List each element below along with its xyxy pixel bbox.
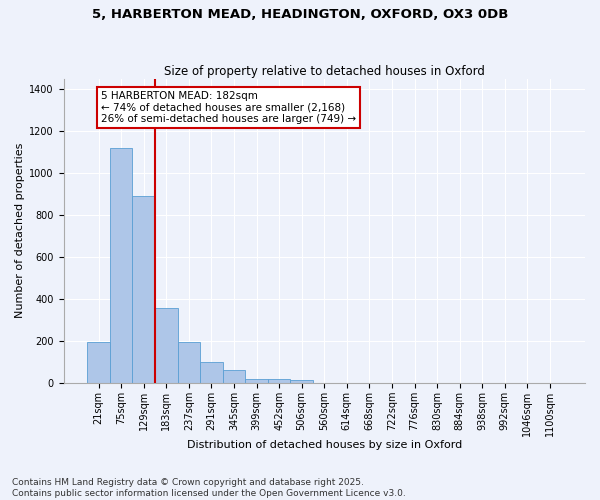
Bar bbox=[268, 379, 290, 383]
Bar bbox=[290, 380, 313, 383]
Text: 5 HARBERTON MEAD: 182sqm
← 74% of detached houses are smaller (2,168)
26% of sem: 5 HARBERTON MEAD: 182sqm ← 74% of detach… bbox=[101, 91, 356, 124]
X-axis label: Distribution of detached houses by size in Oxford: Distribution of detached houses by size … bbox=[187, 440, 462, 450]
Bar bbox=[245, 378, 268, 383]
Bar bbox=[87, 342, 110, 383]
Bar bbox=[133, 196, 155, 383]
Title: Size of property relative to detached houses in Oxford: Size of property relative to detached ho… bbox=[164, 66, 485, 78]
Text: Contains HM Land Registry data © Crown copyright and database right 2025.
Contai: Contains HM Land Registry data © Crown c… bbox=[12, 478, 406, 498]
Bar bbox=[178, 342, 200, 383]
Y-axis label: Number of detached properties: Number of detached properties bbox=[15, 143, 25, 318]
Bar bbox=[200, 362, 223, 383]
Text: 5, HARBERTON MEAD, HEADINGTON, OXFORD, OX3 0DB: 5, HARBERTON MEAD, HEADINGTON, OXFORD, O… bbox=[92, 8, 508, 20]
Bar bbox=[223, 370, 245, 383]
Bar bbox=[110, 148, 133, 383]
Bar bbox=[155, 308, 178, 383]
